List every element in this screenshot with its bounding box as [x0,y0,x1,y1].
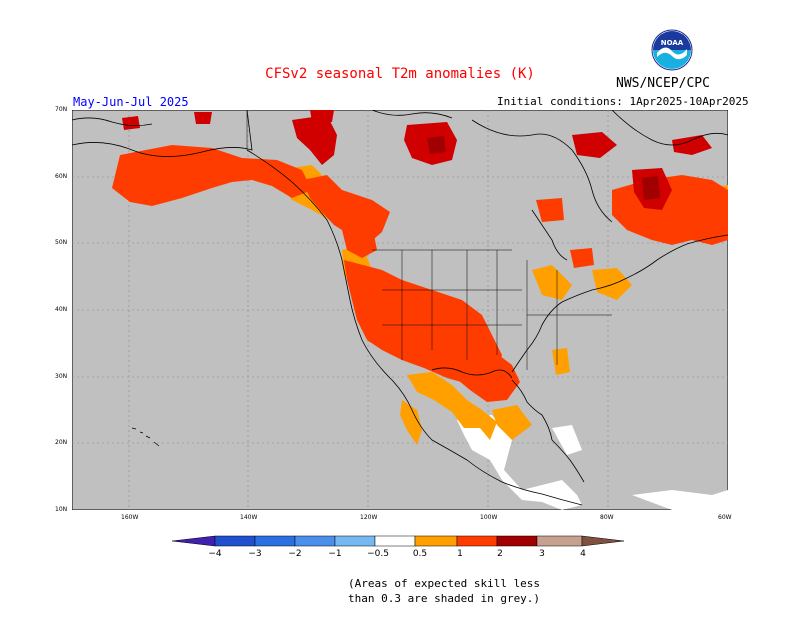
lat-label: 30N [55,373,68,380]
colorbar-tick-label: −3 [248,549,262,559]
skill-note-line: than 0.3 are shaded in grey.) [348,592,541,605]
lat-label: 70N [55,106,68,113]
colorbar-tick-label: −1 [328,549,342,559]
near-normal-areas [457,415,728,510]
lat-label: 40N [55,306,68,313]
colorbar-swatch [456,535,498,547]
colorbar-tick-label: −2 [288,549,302,559]
colorbar-tick-label: 4 [580,549,586,559]
skill-note-line: (Areas of expected skill less [348,577,541,590]
colorbar-tick-label: −0.5 [367,549,389,559]
colorbar-swatch [214,535,256,547]
lon-label: 120W [360,514,378,521]
chart-title: CFSv2 seasonal T2m anomalies (K) [265,66,535,82]
colorbar-arrow-high [581,535,625,547]
lon-label: 60W [718,514,732,521]
initial-conditions: Initial conditions: 1Apr2025-10Apr2025 [497,95,749,108]
colorbar-swatch [496,535,538,547]
anomaly-3-4 [427,136,660,200]
lat-label: 50N [55,239,68,246]
lon-label: 140W [240,514,258,521]
colorbar-swatch [334,535,376,547]
political-boundaries [246,110,612,370]
colorbar-arrow-low [172,535,216,547]
colorbar-swatch [254,535,296,547]
lon-label: 100W [480,514,498,521]
lon-label: 160W [121,514,139,521]
anomaly-1-2 [112,145,728,402]
colorbar-swatch [374,535,416,547]
agency-label: NWS/NCEP/CPC [616,76,710,91]
skill-note: (Areas of expected skill less than 0.3 a… [348,576,540,606]
noaa-logo-icon: NOAA [651,29,693,71]
colorbar-tick-label: −4 [208,549,222,559]
colorbar-tick-label: 0.5 [412,549,428,559]
lat-label: 20N [55,439,68,446]
coastlines [72,110,728,506]
lat-label: 60N [55,173,68,180]
anomaly-map [72,110,728,510]
colorbar-tick-label: 3 [539,549,545,559]
colorbar-swatch [294,535,336,547]
colorbar-tick-label: 1 [457,549,463,559]
svg-text:NOAA: NOAA [661,39,684,47]
season-label: May-Jun-Jul 2025 [73,95,189,109]
lat-label: 10N [55,506,68,513]
colorbar-swatch [536,535,583,547]
lon-label: 80W [600,514,614,521]
colorbar-swatch [414,535,458,547]
hawaii-islands [131,427,160,447]
colorbar [172,535,625,547]
colorbar-tick-label: 2 [497,549,503,559]
